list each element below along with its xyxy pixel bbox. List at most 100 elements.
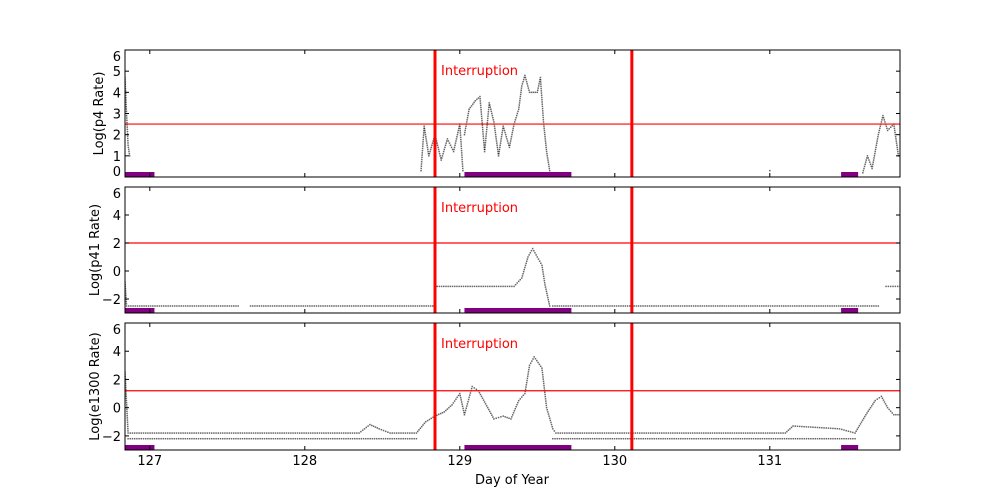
data-point (712, 305, 715, 307)
data-point (803, 437, 806, 440)
data-point (515, 114, 518, 117)
data-point (521, 396, 523, 398)
data-point (447, 285, 449, 288)
data-point (485, 405, 488, 407)
plot-area (125, 323, 900, 450)
data-point (538, 260, 541, 262)
data-point (849, 431, 852, 433)
data-point (867, 410, 869, 412)
data-point (177, 432, 180, 434)
data-point (897, 152, 899, 155)
data-point (694, 432, 696, 434)
data-point (464, 409, 467, 412)
data-point (125, 287, 127, 290)
data-point (542, 116, 544, 119)
data-point (869, 161, 871, 163)
data-point (502, 285, 504, 288)
data-point (526, 377, 529, 380)
data-point (521, 275, 524, 277)
data-point (127, 148, 130, 151)
data-point (371, 424, 373, 427)
data-point (796, 437, 799, 440)
data-point (818, 426, 821, 429)
data-point (541, 373, 544, 376)
data-point (782, 305, 785, 307)
data-point (698, 432, 701, 434)
data-point (685, 432, 687, 434)
y-tick-label: 1 (113, 150, 121, 165)
data-point (576, 437, 578, 440)
data-point (248, 432, 250, 434)
data-point (544, 391, 546, 394)
data-point (125, 285, 127, 288)
data-point (646, 305, 649, 307)
data-point (543, 127, 545, 130)
purple-bar (125, 308, 155, 313)
data-point (436, 144, 439, 146)
x-tick-label: 127 (137, 454, 162, 469)
data-point (526, 379, 528, 382)
data-point (210, 432, 213, 434)
data-point (125, 296, 127, 299)
data-point (421, 154, 423, 156)
data-point (188, 437, 191, 440)
data-point (549, 419, 552, 422)
data-point (487, 108, 490, 111)
data-point (598, 305, 600, 307)
data-point (138, 437, 140, 440)
data-point (459, 397, 462, 399)
data-point (666, 305, 668, 307)
data-point (171, 432, 173, 434)
data-point (522, 270, 525, 273)
data-point (823, 437, 825, 440)
data-point (134, 305, 137, 307)
data-point (851, 305, 853, 307)
data-point (543, 279, 546, 282)
data-point (860, 421, 863, 423)
data-point (896, 146, 898, 149)
data-point (532, 358, 534, 360)
data-point (182, 437, 184, 440)
data-point (127, 142, 129, 144)
data-point (125, 397, 128, 400)
data-point (459, 394, 462, 397)
data-point (215, 305, 218, 307)
data-point (143, 305, 145, 307)
data-point (361, 305, 364, 307)
data-point (321, 437, 323, 440)
data-point (125, 85, 127, 88)
data-point (684, 437, 686, 440)
data-point (774, 437, 777, 440)
purple-bar (841, 172, 859, 177)
data-point (491, 414, 493, 416)
data-point (724, 432, 727, 434)
data-point (832, 427, 834, 430)
data-point (457, 394, 460, 397)
data-point (270, 432, 272, 434)
data-point (699, 305, 701, 307)
y-tick-label: 2 (113, 237, 121, 252)
data-point (465, 407, 467, 409)
data-point (461, 158, 463, 161)
data-point (893, 413, 895, 416)
data-point (534, 357, 537, 360)
data-point (254, 437, 257, 440)
data-point (261, 437, 264, 440)
data-point (609, 437, 611, 440)
data-point (813, 305, 816, 307)
purple-bar (464, 172, 572, 177)
data-point (486, 122, 489, 124)
data-point (333, 305, 335, 307)
x-tick-label: 129 (447, 454, 472, 469)
data-point (688, 305, 690, 307)
data-point (862, 417, 865, 420)
data-point (147, 432, 149, 434)
data-point (251, 305, 254, 307)
data-point (479, 102, 482, 104)
data-point (522, 273, 524, 275)
data-point (442, 152, 444, 155)
data-point (681, 305, 684, 307)
data-point (469, 392, 472, 394)
data-point (645, 432, 648, 434)
data-point (467, 400, 469, 403)
